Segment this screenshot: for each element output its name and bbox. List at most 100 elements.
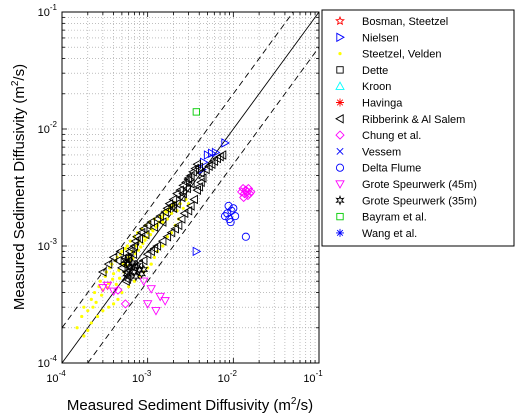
data-point xyxy=(108,287,119,297)
data-point xyxy=(100,293,104,297)
data-point xyxy=(188,167,197,177)
data-point xyxy=(221,138,230,148)
legend-marker-vessem xyxy=(336,147,344,155)
data-point xyxy=(197,173,207,183)
data-point xyxy=(128,249,137,260)
data-point xyxy=(120,290,124,295)
legend-marker-grote-speurwerk-45m- xyxy=(335,180,345,189)
data-point xyxy=(231,212,240,221)
data-point xyxy=(152,255,157,259)
data-point xyxy=(116,297,120,301)
legend-label-vessem: Vessem xyxy=(362,146,401,158)
data-point xyxy=(111,302,116,306)
data-point xyxy=(138,224,148,234)
data-point xyxy=(122,258,132,270)
plot-frame xyxy=(61,11,320,364)
data-point xyxy=(111,277,115,281)
data-point xyxy=(241,232,250,241)
data-point xyxy=(160,207,169,217)
data-point xyxy=(161,244,165,248)
data-point xyxy=(229,204,238,213)
data-point xyxy=(155,292,165,302)
x-tick-label: 10-1 xyxy=(303,369,323,385)
data-point xyxy=(120,249,124,253)
data-point xyxy=(217,150,227,160)
legend-label-grote-speurwerk-35m-: Grote Speurwerk (35m) xyxy=(362,195,477,207)
data-point xyxy=(196,177,205,188)
y-tick-label: 10-3 xyxy=(38,237,58,253)
data-point xyxy=(166,201,176,211)
legend-marker-ribberink-al-salem xyxy=(335,114,344,124)
data-point xyxy=(97,267,107,277)
data-point xyxy=(89,297,93,301)
data-point xyxy=(211,147,221,158)
data-point xyxy=(178,188,187,199)
data-point xyxy=(157,236,167,246)
legend-marker-dette xyxy=(336,66,344,74)
data-point xyxy=(139,245,143,249)
data-point xyxy=(157,217,167,227)
data-point xyxy=(226,218,235,227)
data-point xyxy=(75,326,79,330)
legend-label-nielsen: Nielsen xyxy=(362,32,399,44)
data-point xyxy=(116,263,126,273)
legend-label-bayram-et-al-: Bayram et al. xyxy=(362,212,427,224)
data-point xyxy=(168,194,178,205)
y-tick-label: 10-4 xyxy=(38,354,58,370)
data-point xyxy=(155,211,164,221)
data-point xyxy=(182,183,191,194)
data-point xyxy=(176,214,186,224)
data-point xyxy=(146,285,156,294)
data-point xyxy=(162,231,172,242)
data-point xyxy=(91,305,95,309)
data-point xyxy=(140,229,150,240)
data-point xyxy=(186,170,195,181)
data-point xyxy=(125,244,130,248)
data-point xyxy=(117,276,122,280)
legend-label-delta-flume: Delta Flume xyxy=(362,163,421,175)
data-point xyxy=(102,281,113,291)
data-point xyxy=(111,272,116,276)
data-point xyxy=(189,194,198,205)
axis-ticks: 10-410-4 10-3 10-3 10-2 10-2 10-1 10-1 xyxy=(38,3,324,385)
data-point xyxy=(166,227,176,238)
data-point xyxy=(95,314,100,319)
data-point xyxy=(86,328,90,332)
data-point xyxy=(115,246,125,257)
legend-label-wang-et-al-: Wang et al. xyxy=(362,228,417,240)
data-point xyxy=(194,162,203,173)
data-point xyxy=(94,300,98,304)
legend-marker-nielsen xyxy=(336,32,345,43)
data-point xyxy=(123,271,133,282)
legend-marker-delta-flume xyxy=(335,163,345,172)
y-axis-label: Measured Sediment Diffusivity (m2/s) xyxy=(10,64,28,310)
x-tick-label: 10-4 xyxy=(46,369,66,385)
data-point xyxy=(121,276,130,286)
data-point xyxy=(107,305,111,309)
data-point xyxy=(164,210,168,214)
data-point xyxy=(124,252,134,263)
data-point xyxy=(108,252,118,263)
data-point xyxy=(178,180,187,191)
data-point xyxy=(113,285,123,295)
data-point xyxy=(117,268,121,272)
data-point xyxy=(128,239,133,243)
data-point xyxy=(148,233,153,237)
data-point xyxy=(149,262,153,266)
x-tick-label: 10-2 xyxy=(218,369,238,385)
legend-label-grote-speurwerk-45m-: Grote Speurwerk (45m) xyxy=(362,179,477,191)
legend-marker-steetzel-velden xyxy=(338,52,342,56)
legend-label-dette: Dette xyxy=(362,65,388,77)
data-point xyxy=(123,247,128,251)
data-point xyxy=(137,268,147,279)
legend-label-chung-et-al-: Chung et al. xyxy=(362,130,421,142)
data-point xyxy=(120,299,131,309)
data-point xyxy=(82,305,86,309)
legend-marker-bayram-et-al- xyxy=(336,212,344,221)
data-point xyxy=(154,225,158,229)
data-point xyxy=(127,284,131,289)
legend-marker-bosman-steetzel xyxy=(335,15,345,26)
data-point xyxy=(192,246,202,257)
data-point xyxy=(132,279,136,283)
